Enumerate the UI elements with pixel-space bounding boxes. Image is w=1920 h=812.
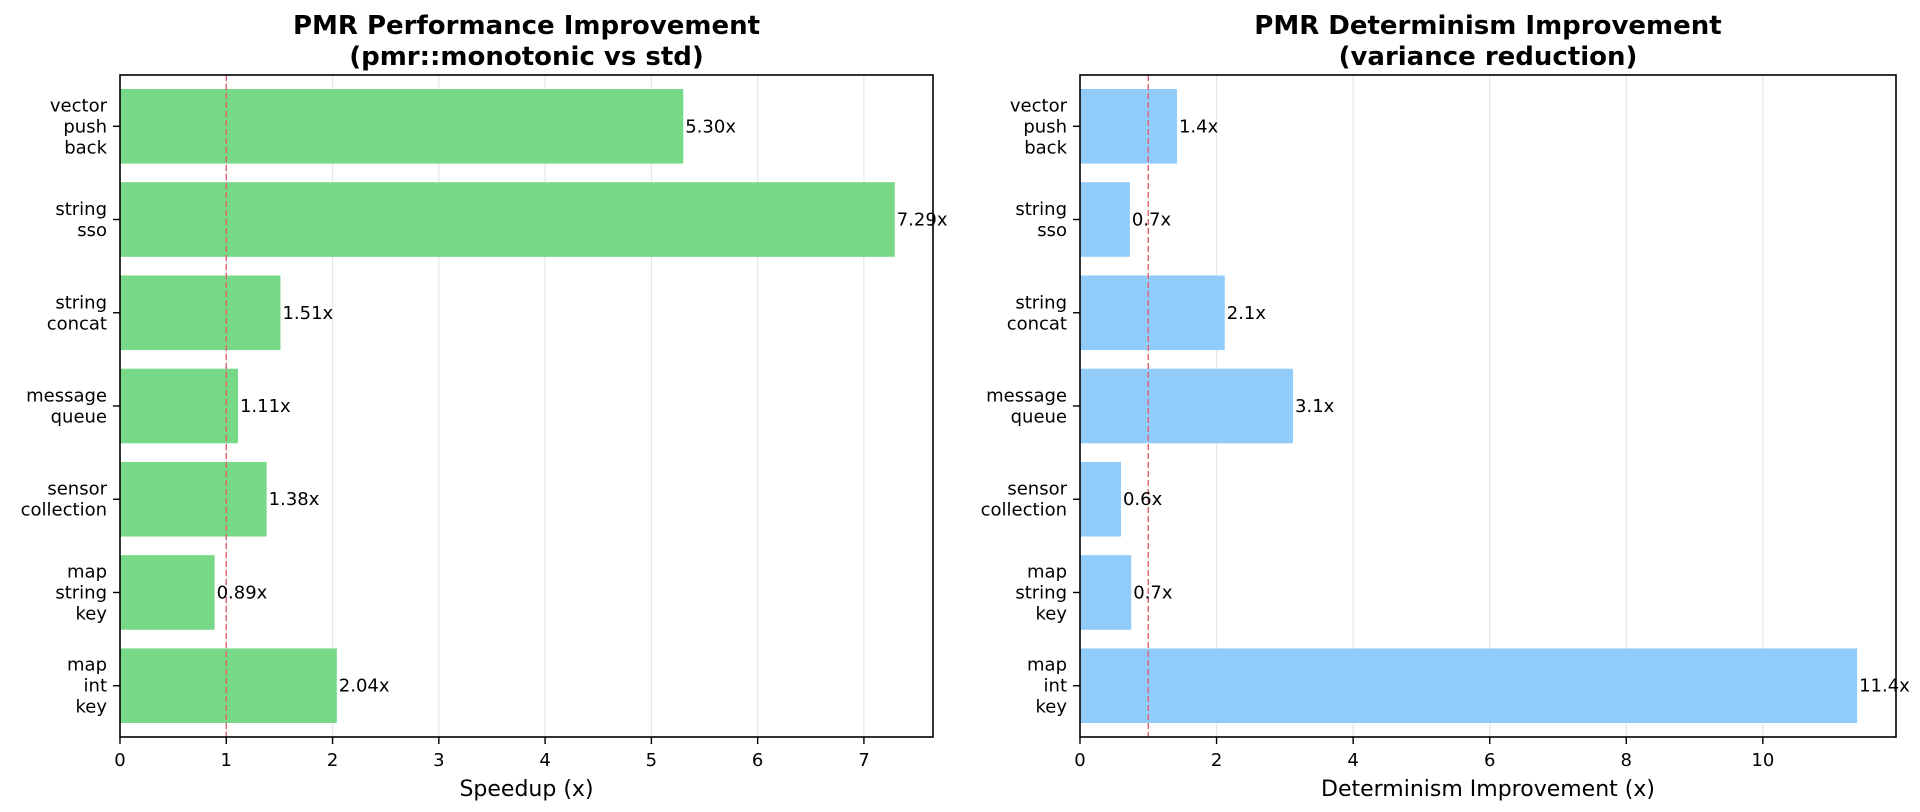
category-label: string concat — [1007, 292, 1067, 334]
x-tick-label: 3 — [433, 750, 444, 771]
data-label: 5.30x — [685, 116, 736, 137]
category-label-line: key — [75, 603, 107, 624]
data-label: 1.11x — [240, 396, 291, 417]
category-label: vector push back — [1010, 95, 1068, 158]
category-label: string sso — [1015, 199, 1067, 241]
data-label: 1.4x — [1179, 116, 1219, 137]
data-label: 1.51x — [282, 303, 333, 324]
chart-panel-2: 1.4x 0.7x 2.1x 3.1x 0.6x 0.7x 11.4x 0 2 4 6 8 10 vect… — [981, 11, 1911, 802]
x-tick-label: 8 — [1621, 750, 1632, 771]
chart-title: (pmr::monotonic vs std) — [349, 42, 704, 72]
data-label: 7.29x — [897, 210, 948, 231]
category-label-line: string — [1015, 582, 1067, 603]
category-label-line: map — [1027, 561, 1067, 582]
x-axis-label: Speedup (x) — [459, 777, 593, 802]
x-tick-label: 10 — [1751, 750, 1774, 771]
x-tick-label: 2 — [327, 750, 338, 771]
category-label-line: concat — [47, 313, 107, 334]
bar — [120, 182, 895, 257]
x-tick-label: 6 — [1484, 750, 1495, 771]
category-label-line: back — [1024, 137, 1067, 158]
bar — [1080, 648, 1858, 724]
bar — [1080, 461, 1121, 537]
bar — [120, 555, 215, 630]
data-label: 0.7x — [1133, 582, 1173, 603]
chart-title: PMR Determinism Improvement — [1254, 11, 1721, 41]
category-label-line: string — [55, 292, 107, 313]
x-tick-label: 4 — [539, 750, 550, 771]
category-label-line: sensor — [47, 479, 107, 500]
category-label-line: vector — [50, 95, 108, 116]
data-label: 0.89x — [217, 582, 268, 603]
category-label-line: key — [1035, 603, 1067, 624]
chart-title: (variance reduction) — [1339, 42, 1638, 72]
data-label: 2.04x — [339, 676, 390, 697]
category-label: map int key — [1027, 655, 1067, 718]
category-label-line: map — [1027, 655, 1067, 676]
x-tick-label: 1 — [221, 750, 232, 771]
category-label-line: key — [75, 697, 107, 718]
category-label-line: int — [1044, 676, 1067, 697]
category-label-line: message — [26, 386, 107, 407]
category-label-line: key — [1035, 697, 1067, 718]
category-label-line: back — [64, 137, 107, 158]
category-label: map string key — [55, 561, 107, 624]
x-tick-label: 2 — [1211, 750, 1222, 771]
bar — [120, 275, 281, 351]
category-label-line: collection — [21, 500, 107, 521]
category-label: string concat — [47, 292, 107, 334]
bar — [1080, 275, 1225, 351]
category-label-line: int — [84, 676, 107, 697]
x-tick-label: 6 — [752, 750, 763, 771]
category-label: map int key — [67, 655, 107, 718]
category-label: sensor collection — [981, 479, 1068, 521]
x-tick-label: 0 — [1074, 750, 1085, 771]
x-axis-label: Determinism Improvement (x) — [1321, 777, 1655, 802]
category-label: map string key — [1015, 561, 1067, 624]
category-label: message queue — [26, 386, 107, 428]
data-label: 0.7x — [1132, 210, 1172, 231]
data-label: 1.38x — [269, 489, 320, 510]
category-label-line: collection — [981, 500, 1067, 521]
category-label-line: map — [67, 561, 107, 582]
category-label-line: map — [67, 655, 107, 676]
data-label: 2.1x — [1227, 303, 1267, 324]
bar — [1080, 555, 1132, 630]
category-label: string sso — [55, 199, 107, 241]
category-label-line: sensor — [1007, 479, 1067, 500]
category-label-line: message — [986, 386, 1067, 407]
bar — [120, 648, 337, 724]
category-label: message queue — [986, 386, 1067, 428]
category-label-line: push — [1023, 116, 1067, 137]
category-label-line: string — [1015, 292, 1067, 313]
category-label-line: sso — [1037, 220, 1067, 241]
x-tick-label: 4 — [1347, 750, 1358, 771]
category-label-line: queue — [1011, 407, 1067, 428]
category-label-line: push — [63, 116, 107, 137]
category-label-line: vector — [1010, 95, 1068, 116]
bar — [1080, 88, 1177, 164]
category-label-line: string — [55, 582, 107, 603]
bar — [120, 88, 684, 164]
category-label-line: concat — [1007, 313, 1067, 334]
bar — [120, 461, 267, 537]
bar — [120, 368, 238, 444]
category-label-line: string — [1015, 199, 1067, 220]
chart-panel-1: 5.30x 7.29x 1.51x 1.11x 1.38x 0.89x 2.04x 0 1 2 3 4… — [21, 11, 948, 802]
category-label: vector push back — [50, 95, 108, 158]
category-label-line: string — [55, 199, 107, 220]
bar — [1080, 368, 1294, 444]
chart-title: PMR Performance Improvement — [293, 11, 760, 41]
x-tick-label: 7 — [858, 750, 869, 771]
category-label: sensor collection — [21, 479, 108, 521]
x-tick-label: 0 — [114, 750, 125, 771]
category-label-line: queue — [51, 407, 107, 428]
x-tick-label: 5 — [646, 750, 657, 771]
data-label: 3.1x — [1295, 396, 1335, 417]
data-label: 0.6x — [1123, 489, 1163, 510]
bar — [1080, 182, 1130, 257]
data-label: 11.4x — [1859, 676, 1910, 697]
category-label-line: sso — [77, 220, 107, 241]
